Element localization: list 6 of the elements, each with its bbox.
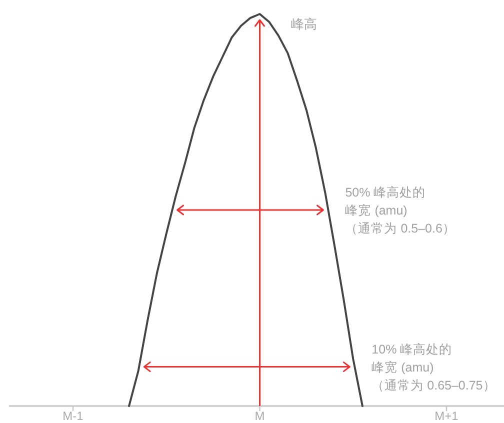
x-tick-label: M <box>254 409 265 423</box>
x-tick-label: M-1 <box>62 409 84 423</box>
annotation: 峰高 <box>290 16 317 32</box>
ref-line-label: 10% 峰高处的峰宽 (amu)（通常为 0.65–0.75） <box>372 341 496 392</box>
x-tick-label: M+1 <box>434 409 459 423</box>
ref-line-label: 50% 峰高处的峰宽 (amu)（通常为 0.5–0.6） <box>345 184 456 236</box>
